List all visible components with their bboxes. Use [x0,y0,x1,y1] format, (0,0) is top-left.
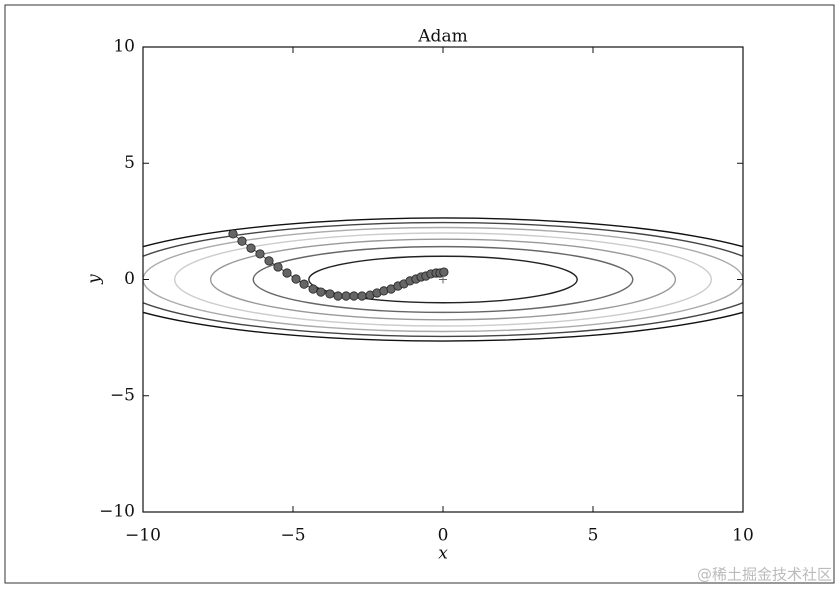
path-point [349,291,359,301]
path-point [341,291,351,301]
x-tick-label: −5 [280,526,305,546]
path-point [291,274,301,284]
path-point [357,291,367,301]
path-point [316,287,326,297]
y-tick-label: −5 [110,385,135,405]
y-tick-label: 5 [124,153,135,173]
y-tick-label: 10 [113,37,135,57]
contour [143,221,743,338]
path-point [228,229,238,239]
contour [308,255,578,304]
path-point [264,256,274,266]
path-point [439,267,449,277]
path-point [333,291,343,301]
x-tick-label: 10 [732,526,754,546]
contour [173,232,713,327]
optimum-marker [439,275,447,284]
path-point [237,236,247,246]
y-tick-label: 0 [124,269,135,289]
path-point [282,268,292,278]
contour [209,238,677,321]
figure-frame [4,4,835,584]
chart-title: Adam [417,27,467,47]
path-point [246,243,256,253]
contour [252,245,634,314]
x-axis-label: x [438,544,448,564]
contour-group [143,217,743,342]
x-tick-label: 5 [588,526,599,546]
path-point [299,279,309,289]
contour [143,226,743,333]
x-tick-label: 0 [438,526,449,546]
watermark: @稀土掘金技术社区 [697,566,832,584]
x-tick-label: −10 [125,526,161,546]
path-point [308,284,318,294]
contour [143,217,743,342]
path-point [325,289,335,299]
y-tick-label: −10 [99,502,135,522]
path-point [255,249,265,259]
path-point [273,262,283,272]
y-axis-label: y [85,274,105,285]
